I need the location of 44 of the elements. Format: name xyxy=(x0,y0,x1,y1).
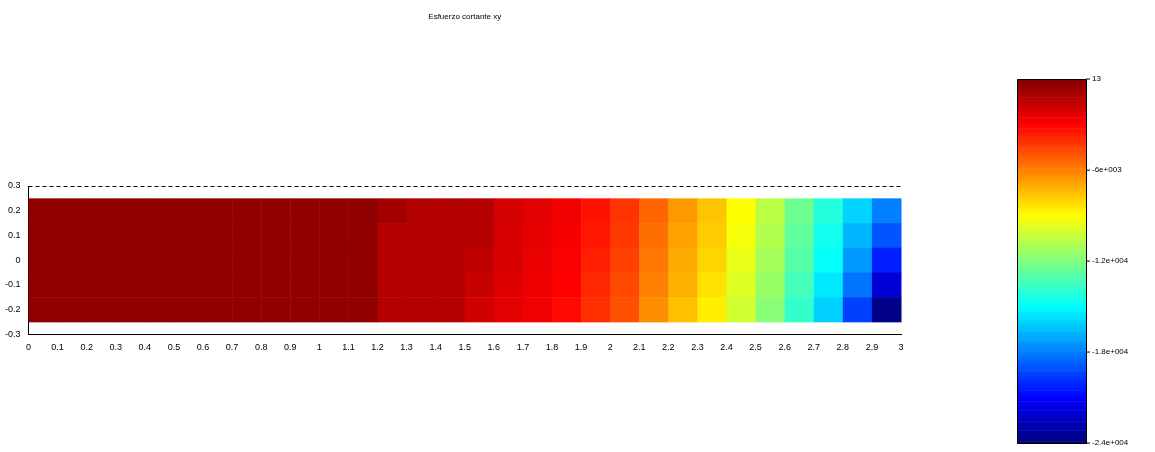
x-tick-label: 0.3 xyxy=(109,342,123,353)
x-tick-label: 2.8 xyxy=(836,342,850,353)
color-bar-label: -6e+003 xyxy=(1092,165,1123,175)
y-tick-label: -0.3 xyxy=(4,328,21,339)
x-tick-label: 2.9 xyxy=(865,342,879,353)
x-tick-label: 1.4 xyxy=(429,342,442,353)
y-tick-label: -0.1 xyxy=(4,279,21,290)
x-tick-label: 1.1 xyxy=(342,342,355,353)
x-tick-label: 1.8 xyxy=(545,342,559,353)
x-tick-label: 0.2 xyxy=(80,342,93,353)
x-tick-label: 0.1 xyxy=(51,342,64,353)
x-tick-label: 0.7 xyxy=(225,342,239,353)
x-tick-label: 2.6 xyxy=(778,342,791,353)
color-bar-label: 13 xyxy=(1092,74,1102,84)
x-tick-label: 2.1 xyxy=(632,342,646,353)
chart-title: Esfuerzo cortante xy xyxy=(428,12,502,22)
x-tick-label: 2.5 xyxy=(749,342,762,353)
y-tick-label: 0.2 xyxy=(7,205,21,216)
y-tick-label: 0 xyxy=(15,254,21,265)
color-bar-label: -1.8e+004 xyxy=(1092,347,1129,357)
x-tick-label: 3 xyxy=(898,342,904,353)
x-tick-label: 1.7 xyxy=(516,342,530,353)
color-bar-label: -2.4e+004 xyxy=(1092,438,1129,448)
x-tick-label: 2.2 xyxy=(662,342,675,353)
x-tick-label: 1.2 xyxy=(371,342,384,353)
y-tick-label: 0.1 xyxy=(7,229,21,240)
x-tick-label: 0.9 xyxy=(284,342,297,353)
color-bar-label: -1.2e+004 xyxy=(1092,256,1129,266)
x-tick-label: 1.9 xyxy=(574,342,588,353)
x-tick-label: 0.4 xyxy=(138,342,152,353)
x-tick-label: 1 xyxy=(316,342,322,353)
x-tick-label: 2 xyxy=(607,342,613,353)
x-tick-label: 0 xyxy=(26,342,32,353)
y-tick-label: 0.3 xyxy=(7,180,21,191)
x-tick-label: 2.7 xyxy=(807,342,821,353)
x-tick-label: 0.5 xyxy=(167,342,181,353)
x-tick-label: 1.3 xyxy=(400,342,413,353)
y-tick-label: -0.2 xyxy=(4,303,21,314)
x-tick-label: 0.6 xyxy=(196,342,210,353)
x-tick-label: 0.8 xyxy=(254,342,268,353)
x-tick-label: 2.3 xyxy=(691,342,704,353)
x-tick-label: 2.4 xyxy=(720,342,733,353)
x-tick-label: 1.5 xyxy=(458,342,472,353)
x-tick-label: 1.6 xyxy=(487,342,501,353)
